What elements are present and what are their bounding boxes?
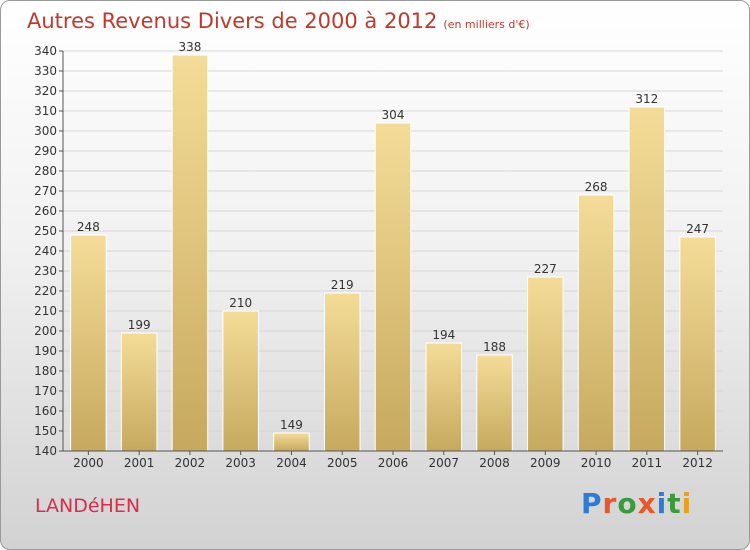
y-tick-label: 290: [34, 144, 57, 158]
y-tick-label: 280: [34, 164, 57, 178]
x-tick-label: 2012: [682, 456, 713, 470]
bar: [374, 122, 412, 452]
bar-value-label: 338: [178, 40, 201, 54]
y-axis: 140 150 160 170 180 190 200 210 220 230 240 250 260 2…: [34, 44, 64, 458]
bar-value-label: 248: [77, 220, 100, 234]
logo-letter: r: [602, 487, 618, 520]
x-tick-label: 2000: [73, 456, 104, 470]
proxiti-logo: Proxiti: [581, 487, 692, 520]
y-tick-label: 140: [34, 444, 57, 458]
y-tick-label: 190: [34, 344, 57, 358]
y-tick-label: 340: [34, 44, 57, 58]
bar-value-label: 227: [534, 262, 557, 276]
bar: [323, 292, 361, 452]
x-tick-label: 2002: [175, 456, 206, 470]
y-tick-label: 220: [34, 284, 57, 298]
y-tick-label: 310: [34, 104, 57, 118]
y-tick-label: 320: [34, 84, 57, 98]
bar: [222, 310, 259, 452]
unit-note: (en milliers d'€): [443, 18, 530, 31]
bar-value-label: 304: [382, 108, 405, 122]
y-tick-label: 240: [34, 244, 57, 258]
bar: [679, 236, 716, 452]
bar-value-label: 247: [686, 222, 709, 236]
bar: [425, 342, 463, 452]
logo-letter: x: [637, 487, 657, 520]
bar: [171, 54, 209, 452]
x-tick-label: 2009: [530, 456, 561, 470]
bar: [527, 276, 564, 452]
x-tick-label: 2011: [632, 456, 663, 470]
x-tick-label: 2006: [378, 456, 409, 470]
chart-title: Autres Revenus Divers de 2000 à 2012 (en …: [27, 9, 530, 33]
bar-value-label: 194: [432, 328, 455, 342]
x-tick-label: 2010: [581, 456, 612, 470]
x-tick-label: 2001: [124, 456, 155, 470]
x-tick-label: 2004: [276, 456, 307, 470]
bar-value-label: 149: [280, 418, 303, 432]
y-tick-label: 200: [34, 324, 57, 338]
bar: [476, 354, 513, 452]
bar-value-label: 268: [585, 180, 608, 194]
logo-letter: i: [656, 487, 668, 520]
y-tick-label: 170: [34, 384, 57, 398]
bar-value-label: 199: [128, 318, 151, 332]
x-axis: 2000 2001 2002 2003 2004 2005 2006 2007 2008 2009…: [63, 450, 723, 470]
x-tick-label: 2008: [479, 456, 510, 470]
logo-letter: t: [667, 487, 682, 520]
bar: [70, 234, 107, 452]
y-tick-label: 330: [34, 64, 57, 78]
logo-letter: o: [617, 487, 638, 520]
y-tick-label: 300: [34, 124, 57, 138]
y-tick-label: 210: [34, 304, 57, 318]
bar-value-label: 188: [483, 340, 506, 354]
y-tick-label: 180: [34, 364, 57, 378]
bar: [273, 432, 310, 452]
commune-name: LANDéHEN: [35, 495, 141, 517]
bar: [120, 332, 158, 452]
bar: [628, 106, 666, 452]
bars: 248 199 338 210 149 219 304 194 188 227 268 312 247: [70, 40, 716, 452]
bar: [577, 194, 615, 452]
y-tick-label: 230: [34, 264, 57, 278]
chart-title-text: Autres Revenus Divers de 2000 à 2012: [27, 9, 438, 33]
logo-letter: i: [681, 487, 693, 520]
bar-value-label: 312: [635, 92, 658, 106]
y-tick-label: 150: [34, 424, 57, 438]
y-tick-label: 260: [34, 204, 57, 218]
logo-letter: P: [581, 487, 603, 520]
y-tick-label: 160: [34, 404, 57, 418]
bar-value-label: 219: [331, 278, 354, 292]
x-tick-label: 2005: [327, 456, 358, 470]
bar-value-label: 210: [229, 296, 252, 310]
y-tick-label: 270: [34, 184, 57, 198]
y-tick-label: 250: [34, 224, 57, 238]
x-tick-label: 2003: [225, 456, 256, 470]
x-tick-label: 2007: [428, 456, 459, 470]
